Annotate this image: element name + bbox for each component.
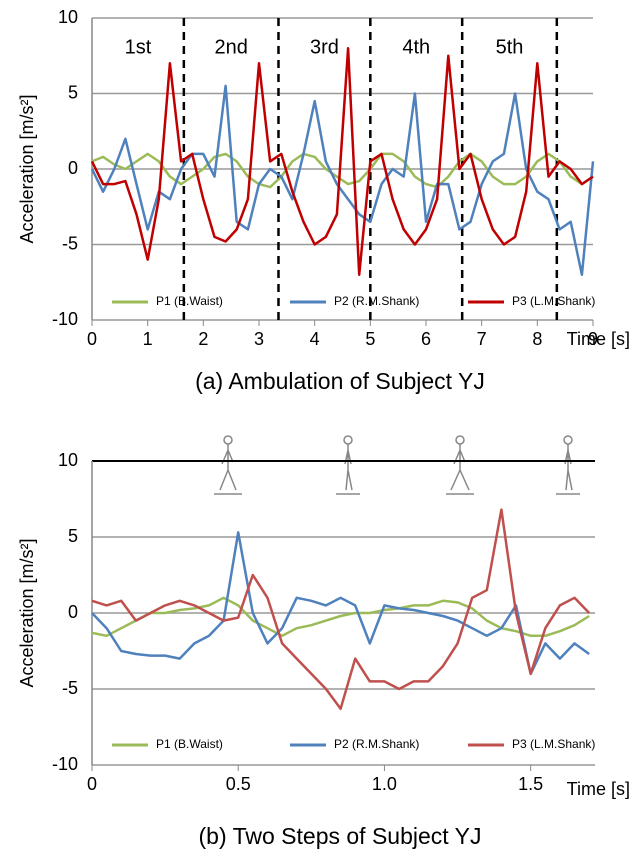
series-line bbox=[91, 152, 594, 189]
step-label: 2nd bbox=[214, 36, 247, 58]
x-tick-label: 0 bbox=[87, 774, 97, 794]
x-tick-label: 1.0 bbox=[372, 774, 397, 794]
y-tick-label: 5 bbox=[68, 82, 78, 102]
legend-label: P1 (B.Waist) bbox=[156, 294, 223, 308]
legend-label: P1 (B.Waist) bbox=[156, 737, 223, 751]
y-tick-label: -5 bbox=[62, 678, 78, 698]
legend-label: P3 (L.M.Shank) bbox=[512, 294, 595, 308]
chart-title: (b) Two Steps of Subject YJ bbox=[199, 823, 482, 849]
x-tick-label: 8 bbox=[532, 329, 542, 349]
x-tick-label: 1 bbox=[143, 329, 153, 349]
x-tick-label: 3 bbox=[254, 329, 264, 349]
step-label: 1st bbox=[125, 36, 152, 58]
x-tick-label: 0 bbox=[87, 329, 97, 349]
y-tick-label: 0 bbox=[68, 158, 78, 178]
x-axis-label: Time [s] bbox=[567, 329, 630, 349]
series-line bbox=[90, 46, 594, 276]
series-line bbox=[91, 596, 590, 638]
x-tick-label: 7 bbox=[477, 329, 487, 349]
series-line bbox=[91, 531, 590, 676]
y-axis-label: Acceleration [m/s²] bbox=[17, 94, 37, 243]
x-tick-label: 2 bbox=[198, 329, 208, 349]
y-axis-label: Acceleration [m/s²] bbox=[17, 538, 37, 687]
legend-label: P3 (L.M.Shank) bbox=[512, 737, 595, 751]
y-tick-label: 10 bbox=[58, 450, 78, 470]
x-tick-label: 1.5 bbox=[518, 774, 543, 794]
y-tick-label: -10 bbox=[52, 309, 78, 329]
x-axis-label: Time [s] bbox=[567, 779, 630, 799]
legend-label: P2 (R.M.Shank) bbox=[334, 737, 419, 751]
series-line bbox=[91, 508, 591, 711]
x-tick-label: 0.5 bbox=[226, 774, 251, 794]
x-tick-label: 5 bbox=[365, 329, 375, 349]
walker-icons bbox=[214, 435, 580, 495]
x-tick-label: 9 bbox=[588, 329, 598, 349]
y-tick-label: 0 bbox=[68, 602, 78, 622]
step-label: 3rd bbox=[310, 36, 339, 58]
y-tick-label: 5 bbox=[68, 526, 78, 546]
x-tick-label: 4 bbox=[310, 329, 320, 349]
y-tick-label: 10 bbox=[58, 7, 78, 27]
step-label: 4th bbox=[402, 36, 430, 58]
series-line bbox=[90, 84, 595, 276]
y-tick-label: -5 bbox=[62, 233, 78, 253]
step-label: 5th bbox=[496, 36, 524, 58]
legend-label: P2 (R.M.Shank) bbox=[334, 294, 419, 308]
x-tick-label: 6 bbox=[421, 329, 431, 349]
y-tick-label: -10 bbox=[52, 754, 78, 774]
chart-title: (a) Ambulation of Subject YJ bbox=[195, 368, 485, 394]
